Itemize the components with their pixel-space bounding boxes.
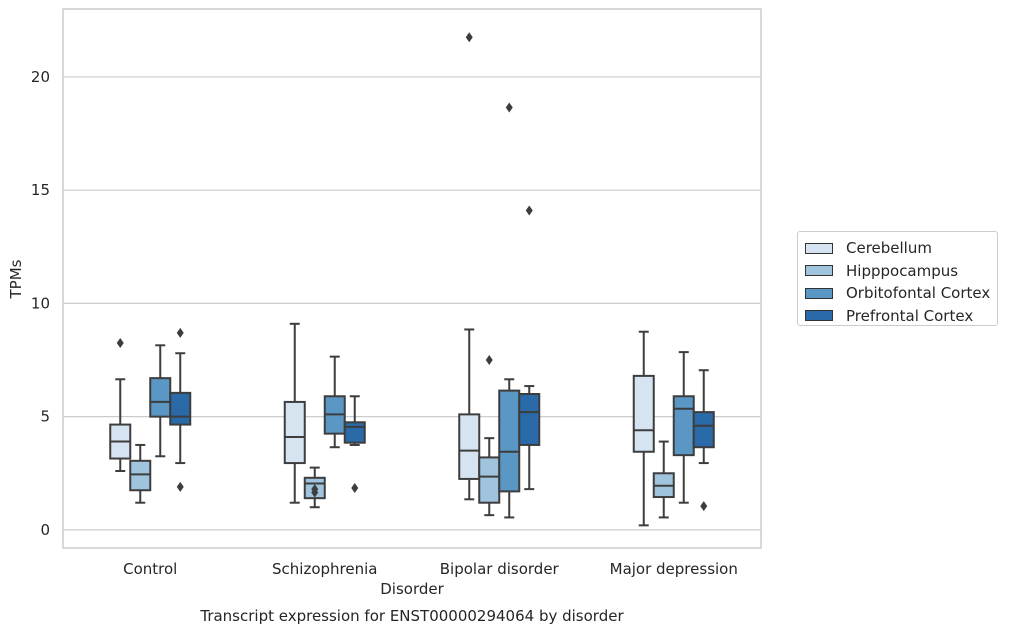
x-tick-label-major-depression: Major depression — [610, 560, 738, 578]
outlier-prefrontal-cortex-major-depression — [700, 501, 708, 512]
y-axis-label: TPMs — [7, 259, 25, 299]
box-orbitofontal-cortex-major-depression — [672, 395, 695, 457]
outlier-hipppocampus-bipolar-disorder — [485, 355, 493, 366]
legend-swatch-cerebellum — [805, 242, 833, 254]
y-tick-label: 20 — [31, 68, 50, 86]
outlier-cerebellum-bipolar-disorder — [465, 32, 473, 43]
x-tick-label-schizophrenia: Schizophrenia — [272, 560, 377, 578]
box-cerebellum-major-depression — [632, 374, 655, 453]
outlier-prefrontal-cortex-bipolar-disorder — [525, 205, 533, 216]
box-prefrontal-cortex-control — [169, 391, 192, 426]
box-cerebellum-bipolar-disorder — [458, 413, 481, 480]
legend-swatch-orbitofrontal — [805, 287, 833, 299]
x-tick-label-control: Control — [123, 560, 177, 578]
outlier-prefrontal-cortex-control — [176, 327, 184, 338]
box-orbitofontal-cortex-bipolar-disorder — [498, 389, 521, 493]
legend-swatch-prefrontal — [805, 310, 833, 322]
box-orbitofontal-cortex-control — [149, 377, 172, 418]
y-tick-label: 5 — [40, 408, 50, 426]
legend-label: Cerebellum — [846, 239, 932, 258]
box-cerebellum-schizophrenia — [283, 400, 306, 465]
box-prefrontal-cortex-major-depression — [692, 411, 715, 449]
box-prefrontal-cortex-schizophrenia — [343, 421, 366, 444]
box-prefrontal-cortex-bipolar-disorder — [518, 393, 541, 446]
legend-item-cerebellum: Cerebellum — [798, 237, 997, 260]
legend-item-hippocampus: Hipppocampus — [798, 260, 997, 283]
outlier-prefrontal-cortex-schizophrenia — [351, 482, 359, 493]
outlier-cerebellum-control — [116, 338, 124, 349]
legend-label: Orbitofontal Cortex — [846, 284, 991, 303]
plot-frame — [62, 8, 762, 549]
legend: Cerebellum Hipppocampus Orbitofontal Cor… — [797, 231, 998, 326]
outlier-hipppocampus-schizophrenia — [311, 484, 319, 495]
x-axis-label: Disorder — [380, 580, 444, 598]
y-tick-label: 10 — [31, 294, 50, 312]
box-hipppocampus-control — [129, 459, 152, 492]
legend-label: Prefrontal Cortex — [846, 306, 974, 325]
y-tick-label: 0 — [40, 521, 50, 539]
plot-area — [63, 9, 761, 548]
outlier-orbitofontal-cortex-bipolar-disorder — [505, 102, 513, 113]
legend-swatch-hippocampus — [805, 265, 833, 277]
chart-caption: Transcript expression for ENST0000029406… — [200, 607, 624, 625]
y-tick-label: 15 — [31, 181, 50, 199]
x-tick-label-bipolar-disorder: Bipolar disorder — [440, 560, 560, 578]
legend-item-orbitofrontal: Orbitofontal Cortex — [798, 282, 997, 305]
legend-label: Hipppocampus — [846, 261, 959, 280]
outlier-prefrontal-cortex-control — [176, 481, 184, 492]
legend-item-prefrontal: Prefrontal Cortex — [798, 305, 997, 328]
box-hipppocampus-bipolar-disorder — [478, 456, 501, 504]
